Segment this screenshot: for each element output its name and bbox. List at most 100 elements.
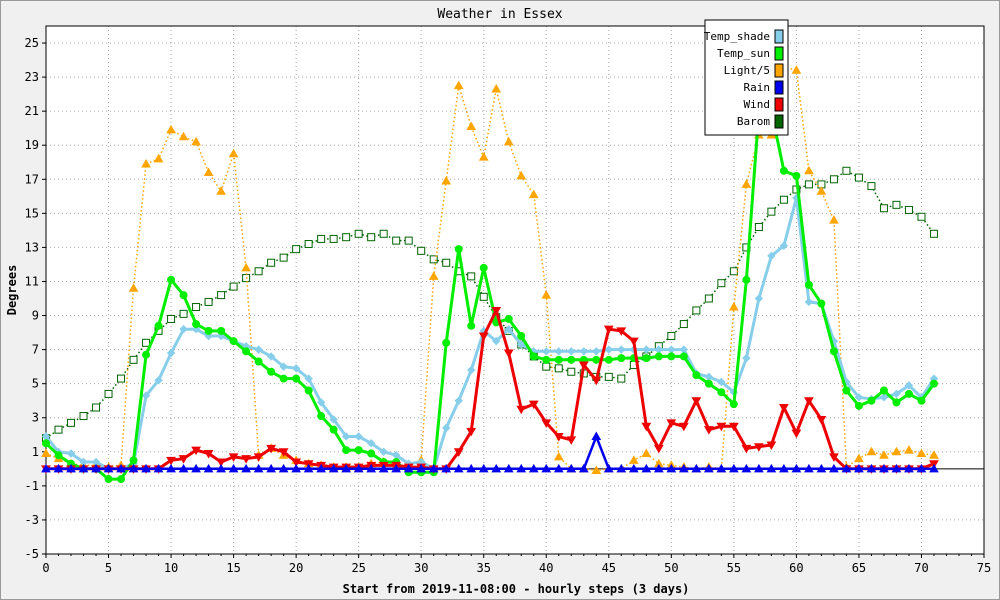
data-point-wind xyxy=(653,444,664,454)
data-point-rain xyxy=(829,463,839,473)
data-point-temp-shade xyxy=(291,364,301,373)
data-point-rain xyxy=(616,463,627,473)
data-point-barom xyxy=(342,233,351,242)
data-point-temp-sun xyxy=(592,355,601,364)
x-tick-label: 0 xyxy=(42,561,49,575)
legend-label-light-5: Light/5 xyxy=(724,64,770,77)
data-point-rain xyxy=(854,463,864,473)
data-point-temp-shade xyxy=(617,345,626,354)
data-point-barom xyxy=(842,166,851,175)
data-point-temp-sun xyxy=(192,320,201,329)
data-point-rain xyxy=(816,463,827,473)
data-point-barom xyxy=(67,418,76,427)
x-axis-ticks: 0 5 10 15 20 25 30 35 40 45 50 55 60 65 70 75 xyxy=(42,554,991,575)
data-point-barom xyxy=(879,204,888,213)
data-point-barom xyxy=(442,258,451,267)
data-point-wind xyxy=(591,376,602,386)
data-point-rain xyxy=(353,463,364,473)
data-point-temp-sun xyxy=(217,326,226,335)
data-point-rain xyxy=(866,463,877,473)
data-point-rain xyxy=(804,463,814,473)
data-point-light-5 xyxy=(929,450,939,459)
data-point-temp-sun xyxy=(504,314,513,323)
data-point-light-5 xyxy=(729,302,739,311)
data-point-rain xyxy=(366,463,377,473)
data-point-temp-sun xyxy=(204,326,213,335)
data-point-rain xyxy=(478,463,489,473)
x-tick-label: 15 xyxy=(226,561,240,575)
legend-box xyxy=(704,19,789,136)
data-point-temp-shade xyxy=(542,347,551,356)
data-point-temp-shade xyxy=(141,391,151,400)
data-point-rain xyxy=(41,463,51,473)
data-point-rain xyxy=(791,463,802,473)
data-point-rain xyxy=(66,463,76,473)
data-point-temp-shade xyxy=(554,347,563,356)
data-point-barom xyxy=(304,240,313,249)
data-point-temp-sun xyxy=(354,446,363,455)
data-point-barom xyxy=(904,205,913,214)
data-point-light-5 xyxy=(428,271,439,280)
data-point-barom xyxy=(804,180,813,189)
data-point-barom xyxy=(692,306,701,315)
data-point-rain xyxy=(703,463,714,473)
data-point-rain xyxy=(503,463,514,473)
data-point-rain xyxy=(316,463,327,473)
data-point-wind xyxy=(491,306,502,316)
legend-label-wind: Wind xyxy=(744,98,771,111)
data-point-light-5 xyxy=(641,448,652,458)
data-point-rain xyxy=(328,463,339,473)
data-point-wind xyxy=(278,448,289,457)
data-point-rain xyxy=(678,463,689,473)
data-point-temp-sun xyxy=(154,321,163,330)
data-point-barom xyxy=(79,412,88,421)
data-point-barom xyxy=(767,207,776,216)
data-point-light-5 xyxy=(816,186,827,195)
data-point-temp-shade xyxy=(642,345,651,354)
data-point-wind xyxy=(466,427,477,437)
data-point-temp-shade xyxy=(379,447,388,457)
data-point-wind xyxy=(754,443,764,452)
data-point-barom xyxy=(204,297,213,306)
data-point-barom xyxy=(867,182,876,191)
legend-label-barom: Barom xyxy=(737,115,770,128)
data-point-rain xyxy=(653,463,664,473)
data-point-temp-shade xyxy=(742,353,751,363)
y-tick-label: 17 xyxy=(25,172,39,186)
data-point-temp-shade xyxy=(854,393,864,402)
plot-area xyxy=(46,26,984,554)
data-point-rain xyxy=(666,463,677,473)
y-tick-label: -5 xyxy=(25,547,39,561)
data-point-rain xyxy=(428,463,439,473)
data-point-light-5 xyxy=(478,152,489,161)
data-point-wind xyxy=(516,405,527,415)
data-point-barom xyxy=(354,229,363,238)
data-point-temp-sun xyxy=(517,331,526,340)
y-tick-label: -1 xyxy=(25,479,39,493)
data-point-temp-sun xyxy=(642,354,651,363)
x-tick-label: 30 xyxy=(414,561,428,575)
data-point-barom xyxy=(929,229,938,238)
data-point-wind xyxy=(741,444,752,454)
data-point-wind xyxy=(266,444,276,454)
data-point-barom xyxy=(567,367,576,376)
y-tick-label: 9 xyxy=(32,309,39,323)
data-point-temp-shade xyxy=(492,336,501,346)
data-point-rain xyxy=(766,463,777,473)
data-point-rain xyxy=(716,463,727,473)
data-point-wind xyxy=(829,453,839,462)
data-point-temp-sun xyxy=(479,263,488,272)
data-point-barom xyxy=(167,314,176,323)
data-point-wind xyxy=(678,422,689,432)
data-point-barom xyxy=(279,253,288,262)
data-point-temp-shade xyxy=(304,374,313,383)
y-tick-label: 13 xyxy=(25,240,39,254)
data-point-temp-shade xyxy=(454,396,463,405)
data-point-barom xyxy=(217,291,226,300)
data-point-light-5 xyxy=(228,148,239,158)
data-point-rain xyxy=(491,463,502,473)
y-tick-label: 15 xyxy=(25,206,39,220)
data-point-temp-sun xyxy=(917,396,926,405)
data-point-temp-sun xyxy=(679,352,688,361)
data-point-barom xyxy=(117,374,126,383)
